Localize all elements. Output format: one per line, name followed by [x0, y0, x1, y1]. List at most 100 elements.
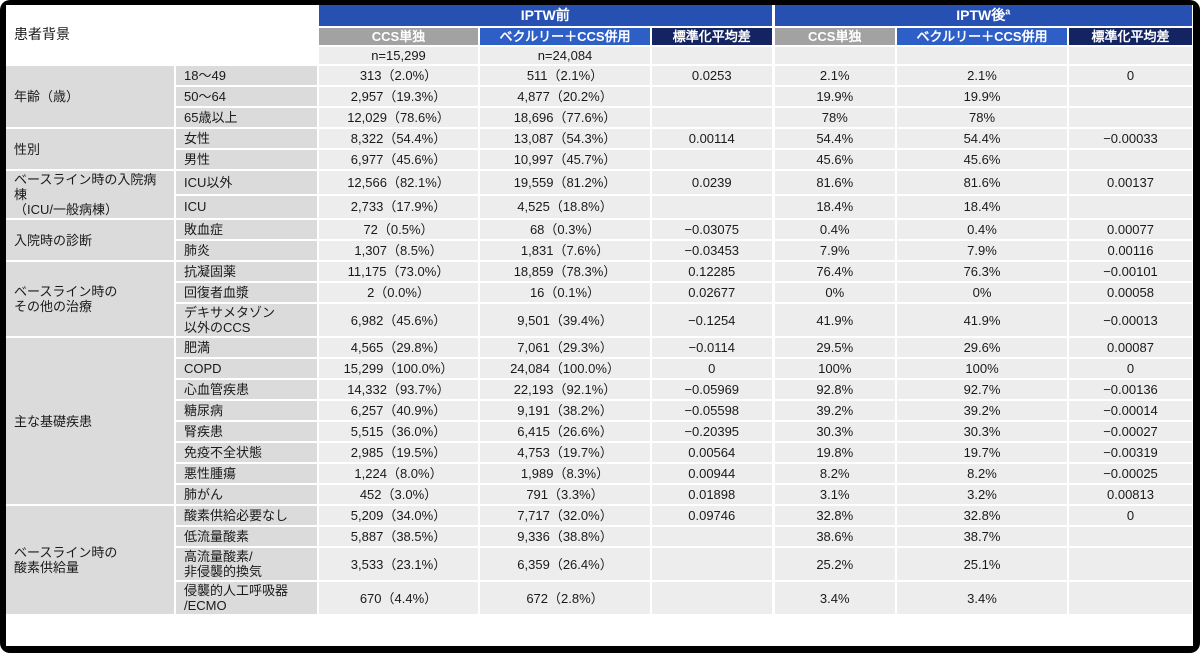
cell-pre-smd: 0.00944: [651, 463, 775, 485]
cell-pre-ccs: 313（2.0%）: [318, 65, 480, 87]
section-label: 年齢（歳）: [6, 65, 176, 129]
row-label: 免疫不全状態: [175, 442, 319, 464]
cell-pre-ccs: 2,733（17.9%）: [318, 194, 480, 220]
cell-post-smd: −0.00136: [1068, 379, 1193, 401]
cell-pre-smd: 0.12285: [651, 261, 775, 283]
cell-post-ccs: 19.8%: [773, 442, 897, 464]
cell-pre-smd: −0.0114: [651, 337, 775, 359]
cell-post-vek: 30.3%: [896, 421, 1069, 443]
cell-pre-vek: 4,877（20.2%）: [479, 86, 652, 108]
cell-post-ccs: 0.4%: [773, 219, 897, 241]
table-row: ベースライン時の その他の治療 抗凝固薬 11,175（73.0%） 18,859（7…: [6, 261, 1193, 338]
row-label: ICU: [175, 194, 319, 220]
cell-post-smd: [1068, 107, 1193, 129]
row-label: 侵襲的人工呼吸器 /ECMO: [175, 581, 319, 616]
row-label: 悪性腫瘍: [175, 463, 319, 485]
row-label: COPD: [175, 358, 319, 380]
table-row: ICU 2,733（17.9%） 4,525（18.8%） 18.4% 18.4%: [6, 194, 1193, 220]
header-post-std-mean-diff: 標準化平均差: [1068, 27, 1193, 47]
n-pre-ccs: n=15,299: [318, 46, 480, 66]
table-row: 主な基礎疾患 肥満 4,565（29.8%） 7,061（29.3%） −0.0114 2…: [6, 337, 1193, 506]
cell-pre-vek: 7,717（32.0%）: [479, 505, 652, 527]
cell-post-ccs: 18.4%: [773, 194, 897, 220]
row-label: 高流量酸素/ 非侵襲的換気: [175, 547, 319, 582]
cell-post-smd: [1068, 86, 1193, 108]
cell-pre-vek: 9,191（38.2%）: [479, 400, 652, 422]
cell-post-vek: 41.9%: [896, 303, 1069, 338]
row-label: 糖尿病: [175, 400, 319, 422]
cell-post-vek: 92.7%: [896, 379, 1069, 401]
cell-post-vek: 29.6%: [896, 337, 1069, 359]
n-pre-smd-empty: [651, 46, 775, 66]
cell-post-ccs: 38.6%: [773, 526, 897, 548]
row-label: 肥満: [175, 337, 319, 359]
row-label: 心血管疾患: [175, 379, 319, 401]
row-label: 酸素供給必要なし: [175, 505, 319, 527]
cell-post-vek: 19.7%: [896, 442, 1069, 464]
cell-post-ccs: 3.1%: [773, 484, 897, 506]
cell-pre-ccs: 11,175（73.0%）: [318, 261, 480, 283]
cell-pre-vek: 68（0.3%）: [479, 219, 652, 241]
cell-post-vek: 76.3%: [896, 261, 1069, 283]
cell-pre-vek: 24,084（100.0%）: [479, 358, 652, 380]
header-post-veklury-ccs: ベクルリー＋CCS併用: [896, 27, 1069, 47]
cell-post-smd: 0.00087: [1068, 337, 1193, 359]
cell-post-vek: 0%: [896, 282, 1069, 304]
cell-post-smd: −0.00027: [1068, 421, 1193, 443]
n-post-ccs-empty: [773, 46, 897, 66]
cell-pre-ccs: 2,985（19.5%）: [318, 442, 480, 464]
cell-pre-smd: [651, 86, 775, 108]
cell-pre-smd: [651, 194, 775, 220]
cell-pre-vek: 791（3.3%）: [479, 484, 652, 506]
cell-post-ccs: 0%: [773, 282, 897, 304]
cell-post-vek: 100%: [896, 358, 1069, 380]
table-row: 低流量酸素 5,887（38.5%） 9,336（38.8%） 38.6% 38.7%: [6, 526, 1193, 548]
cell-pre-ccs: 6,982（45.6%）: [318, 303, 480, 338]
cell-post-smd: 0.00077: [1068, 219, 1193, 241]
cell-post-vek: 2.1%: [896, 65, 1069, 87]
row-label: 敗血症: [175, 219, 319, 241]
cell-pre-smd: 0.0253: [651, 65, 775, 87]
table-row: ベースライン時の入院病棟 （ICU/一般病棟） ICU以外 12,566（82.1%…: [6, 170, 1193, 220]
cell-pre-ccs: 14,332（93.7%）: [318, 379, 480, 401]
cell-pre-smd: [651, 107, 775, 129]
cell-post-ccs: 81.6%: [773, 170, 897, 196]
header-iptw-post-label: IPTW後: [956, 7, 1006, 23]
cell-post-ccs: 100%: [773, 358, 897, 380]
cell-pre-ccs: 2,957（19.3%）: [318, 86, 480, 108]
cell-post-vek: 18.4%: [896, 194, 1069, 220]
cell-pre-ccs: 12,566（82.1%）: [318, 170, 480, 196]
table-row: 心血管疾患 14,332（93.7%） 22,193（92.1%） −0.05969 9…: [6, 379, 1193, 401]
cell-pre-ccs: 5,887（38.5%）: [318, 526, 480, 548]
cell-post-smd: −0.00101: [1068, 261, 1193, 283]
cell-post-vek: 19.9%: [896, 86, 1069, 108]
cell-post-ccs: 25.2%: [773, 547, 897, 582]
cell-post-vek: 8.2%: [896, 463, 1069, 485]
cell-pre-ccs: 3,533（23.1%）: [318, 547, 480, 582]
cell-pre-vek: 18,859（78.3%）: [479, 261, 652, 283]
header-iptw-post: IPTW後a: [773, 5, 1193, 28]
section-label: ベースライン時の その他の治療: [6, 261, 176, 338]
cell-post-smd: [1068, 547, 1193, 582]
header-pre-ccs-alone: CCS単独: [318, 27, 480, 47]
n-pre-veklury: n=24,084: [479, 46, 652, 66]
header-row-group: 患者背景 IPTW前 IPTW後a: [6, 5, 1193, 66]
section-label: 性別: [6, 128, 176, 171]
section-label: ベースライン時の入院病棟 （ICU/一般病棟）: [6, 170, 176, 220]
cell-post-smd: [1068, 149, 1193, 171]
row-label: 65歳以上: [175, 107, 319, 129]
cell-post-ccs: 54.4%: [773, 128, 897, 150]
cell-pre-vek: 511（2.1%）: [479, 65, 652, 87]
n-post-smd-empty: [1068, 46, 1193, 66]
row-label: ICU以外: [175, 170, 319, 196]
cell-post-ccs: 45.6%: [773, 149, 897, 171]
cell-pre-smd: [651, 581, 775, 616]
cell-pre-ccs: 452（3.0%）: [318, 484, 480, 506]
cell-pre-vek: 4,525（18.8%）: [479, 194, 652, 220]
cell-post-smd: 0.00137: [1068, 170, 1193, 196]
cell-post-ccs: 39.2%: [773, 400, 897, 422]
cell-pre-smd: 0.0239: [651, 170, 775, 196]
cell-post-smd: [1068, 581, 1193, 616]
cell-pre-smd: [651, 547, 775, 582]
cell-post-smd: −0.00319: [1068, 442, 1193, 464]
